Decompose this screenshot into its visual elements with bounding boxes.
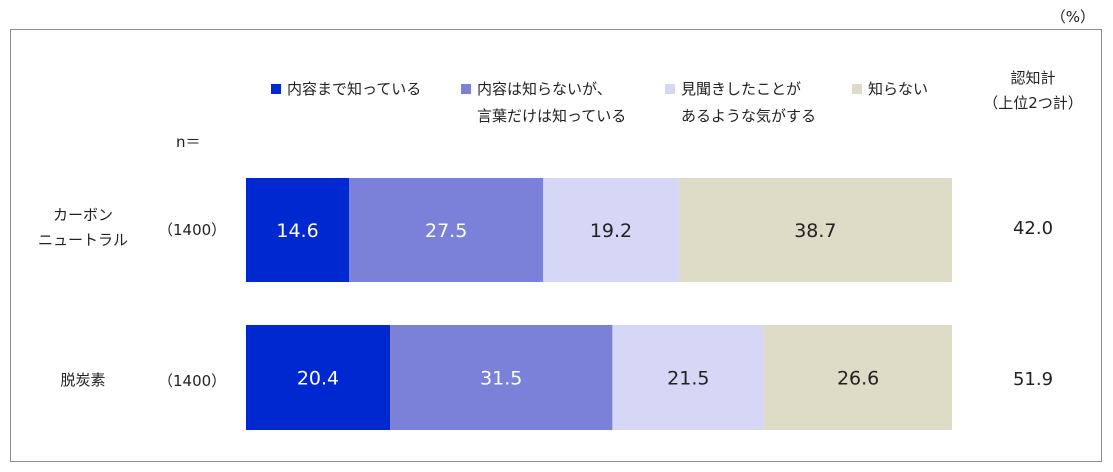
legend-swatch-unaware — [852, 84, 862, 94]
data-label-carbon-neutral-word-only: 27.5 — [425, 220, 467, 242]
data-label-carbon-neutral-unaware: 38.7 — [794, 220, 836, 242]
bar-segment-decarbonization-heard-of — [612, 325, 765, 430]
data-label-decarbonization-unaware: 26.6 — [837, 368, 879, 390]
data-label-decarbonization-heard-of: 21.5 — [667, 368, 709, 390]
category-label-decarbonization: 脱炭素 — [28, 368, 138, 393]
total-header-line-1: 認知計 — [1010, 69, 1056, 87]
legend-swatch-heard-of — [665, 84, 675, 94]
data-label-carbon-neutral-heard-of: 19.2 — [590, 220, 632, 242]
bar-segment-decarbonization-unaware — [764, 325, 952, 430]
category-label-line-2: ニュートラル — [37, 231, 128, 249]
chart-frame — [10, 29, 1102, 462]
data-label-decarbonization-word-only: 31.5 — [480, 368, 522, 390]
n-header: n＝ — [176, 133, 201, 151]
bar-segment-decarbonization-word-only — [390, 325, 613, 430]
bar-segment-carbon-neutral-unaware — [678, 178, 952, 282]
legend-swatch-word-only — [461, 84, 471, 94]
category-label-line-1: 脱炭素 — [60, 371, 106, 389]
legend-label-line-2: あるような気がする — [681, 107, 817, 125]
data-label-carbon-neutral-fully-aware: 14.6 — [276, 220, 318, 242]
data-label-decarbonization-fully-aware: 20.4 — [297, 368, 339, 390]
total-header-line-2: （上位2つ計） — [983, 94, 1083, 112]
total-header: 認知計 （上位2つ計） — [978, 66, 1088, 116]
legend-label-line-1: 内容は知らないが、 — [477, 80, 612, 98]
legend-label: 知らない — [868, 80, 929, 98]
legend-label: 内容まで知っている — [287, 80, 422, 98]
legend-label-line-2: 言葉だけは知っている — [477, 107, 627, 125]
bar-segment-carbon-neutral-word-only — [349, 178, 544, 282]
n-value-carbon-neutral: （1400） — [158, 221, 227, 239]
category-label-carbon-neutral: カーボン ニュートラル — [28, 203, 138, 253]
bar-segment-carbon-neutral-heard-of — [543, 178, 679, 282]
n-value-decarbonization: （1400） — [158, 372, 227, 390]
legend-swatch-fully-aware — [271, 84, 281, 94]
bar-segment-carbon-neutral-fully-aware — [246, 178, 350, 282]
unit-label: （%） — [1050, 8, 1095, 26]
bar-segment-decarbonization-fully-aware — [246, 325, 391, 430]
total-value-carbon-neutral: 42.0 — [1012, 218, 1054, 239]
legend-label-line-1: 見聞きしたことが — [681, 80, 802, 98]
category-label-line-1: カーボン — [52, 206, 113, 224]
total-value-decarbonization: 51.9 — [1012, 369, 1054, 390]
